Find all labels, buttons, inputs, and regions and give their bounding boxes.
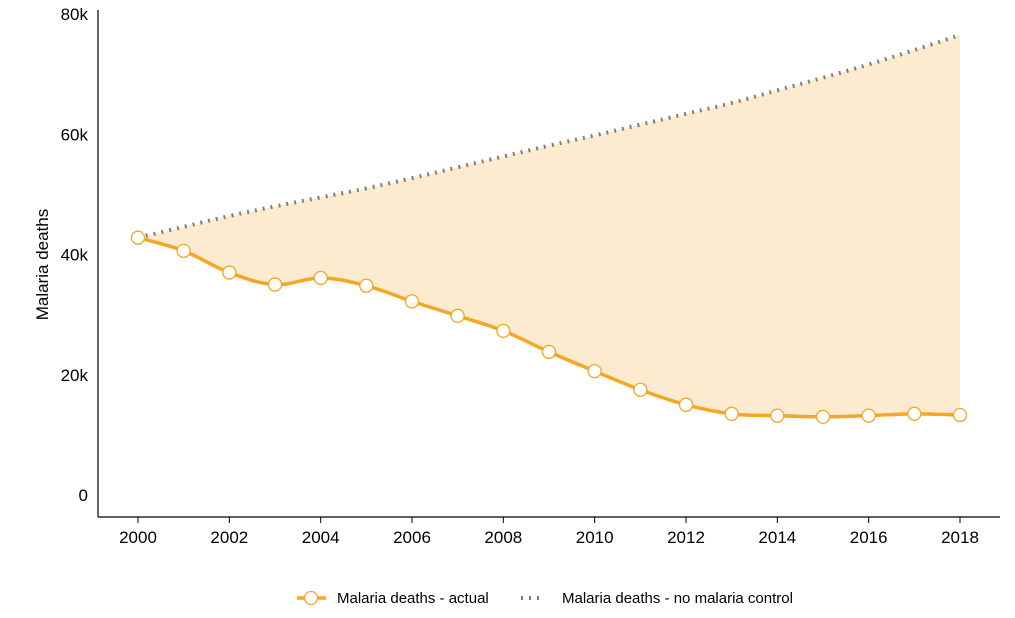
data-point-actual (633, 382, 648, 397)
x-tick-label: 2006 (393, 528, 431, 547)
markers-layer (130, 230, 968, 424)
legend-item-no-control: Malaria deaths - no malaria control (521, 590, 793, 607)
data-point-actual (952, 407, 968, 423)
x-tick-label: 2014 (758, 528, 796, 547)
data-point-actual (313, 270, 328, 286)
y-tick-label: 80k (61, 5, 89, 24)
shaded-area-layer (138, 35, 960, 417)
data-point-actual (815, 409, 831, 424)
x-tick-label: 2004 (302, 528, 340, 547)
data-point-actual (724, 406, 739, 421)
data-point-actual (770, 408, 785, 423)
y-tick-label: 20k (61, 366, 89, 385)
data-point-actual (267, 277, 283, 292)
data-point-actual (176, 243, 191, 259)
x-tick-label: 2008 (484, 528, 522, 547)
data-point-actual (861, 408, 876, 423)
data-point-actual (130, 230, 146, 245)
shaded-area (138, 35, 960, 417)
x-tick-label: 2000 (119, 528, 157, 547)
y-tick-label: 0 (79, 486, 88, 505)
legend-item-actual: Malaria deaths - actual (297, 590, 489, 607)
data-point-actual (587, 363, 602, 379)
y-axis-title: Malaria deaths (33, 209, 52, 321)
data-point-actual (907, 406, 922, 421)
x-tick-label: 2002 (210, 528, 248, 547)
data-point-actual (496, 323, 511, 339)
data-point-actual (222, 265, 237, 280)
data-point-actual (450, 308, 465, 323)
x-tick-label: 2018 (941, 528, 979, 547)
x-tick-label: 2016 (850, 528, 888, 547)
x-tick-label: 2012 (667, 528, 705, 547)
y-tick-label: 40k (61, 246, 89, 265)
data-point-actual (541, 344, 557, 360)
legend-label-actual: Malaria deaths - actual (337, 590, 489, 607)
axes-layer (97, 10, 1000, 523)
tick-labels-layer: 2000 2002 2004 2006 2008 2010 2012 2014 2016 2018… (33, 5, 979, 547)
y-tick-label: 60k (61, 125, 89, 144)
data-point-actual (678, 397, 694, 412)
data-point-actual (359, 278, 374, 293)
legend-label-no-control: Malaria deaths - no malaria control (562, 590, 793, 607)
legend: Malaria deaths - actual Malaria deaths - … (297, 590, 793, 607)
x-tick-label: 2010 (576, 528, 614, 547)
legend-swatch-marker-actual (303, 590, 319, 606)
data-point-actual (404, 294, 420, 309)
